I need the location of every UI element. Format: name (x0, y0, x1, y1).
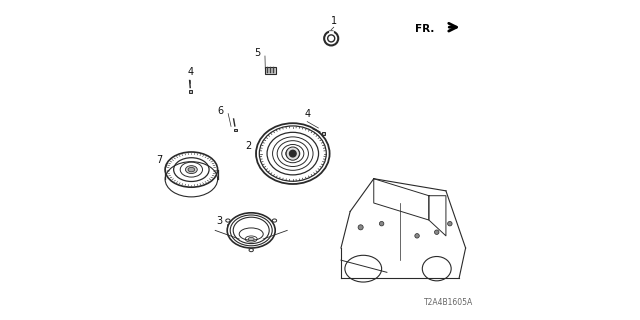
Text: 5: 5 (254, 48, 260, 58)
Text: 1: 1 (331, 16, 337, 26)
Bar (265, 67, 275, 74)
Text: 3: 3 (216, 216, 223, 226)
Text: 4: 4 (188, 67, 193, 77)
Bar (267, 67, 268, 74)
Circle shape (289, 150, 296, 157)
Text: 6: 6 (217, 106, 223, 116)
Text: T2A4B1605A: T2A4B1605A (424, 298, 474, 307)
Text: 2: 2 (245, 141, 251, 151)
Text: 7: 7 (156, 155, 163, 165)
Bar (269, 67, 271, 74)
Text: FR.: FR. (415, 24, 435, 35)
Bar (234, 129, 237, 131)
Ellipse shape (186, 166, 197, 173)
Bar (273, 67, 274, 74)
Ellipse shape (188, 167, 195, 172)
Circle shape (358, 225, 364, 230)
Circle shape (286, 147, 300, 160)
Circle shape (447, 221, 452, 226)
Ellipse shape (248, 237, 254, 241)
Bar (189, 91, 192, 93)
Text: 4: 4 (304, 109, 310, 119)
Circle shape (415, 234, 419, 238)
Bar (322, 132, 324, 135)
Circle shape (435, 230, 439, 235)
Circle shape (380, 221, 384, 226)
